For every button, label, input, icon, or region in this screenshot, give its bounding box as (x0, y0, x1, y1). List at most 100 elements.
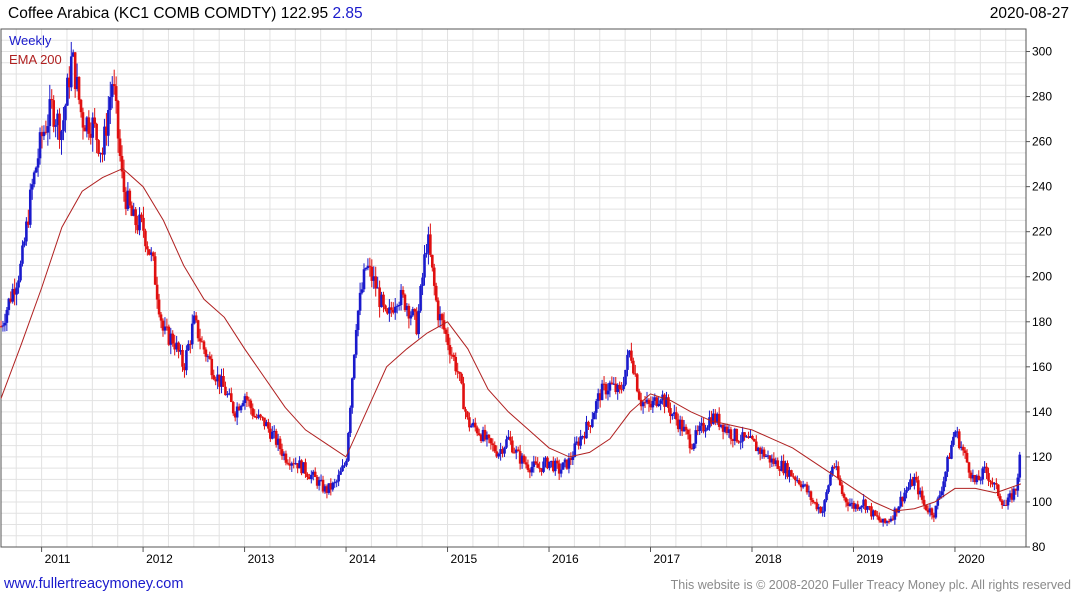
candle-body (466, 411, 469, 418)
candle-body (805, 484, 809, 493)
candle-body (204, 349, 208, 357)
candle-body (0, 326, 3, 328)
candle-body (821, 511, 824, 513)
candle-body (7, 298, 11, 310)
candle-body (764, 456, 768, 458)
candle-body (632, 360, 635, 374)
candle-body (261, 416, 264, 418)
candle-body (241, 403, 245, 406)
candle-body (756, 447, 760, 452)
candle-body (807, 491, 811, 493)
candle-body (503, 447, 506, 454)
candle-body (963, 450, 967, 454)
candle-body (382, 294, 385, 306)
candle-body (628, 350, 631, 355)
candle-body (985, 466, 988, 474)
candle-body (594, 401, 598, 413)
candle-body (610, 382, 614, 384)
candle-body (924, 505, 928, 511)
candle-body (715, 413, 719, 423)
candle-body (391, 309, 395, 313)
candle-body (1004, 504, 1008, 506)
candle-body (350, 378, 354, 408)
candle-body (630, 350, 633, 361)
candle-body (196, 320, 200, 339)
candle-body (971, 475, 975, 479)
candle-body (915, 476, 918, 481)
candle-body (313, 471, 317, 478)
candle-body (587, 421, 590, 426)
candle-body (909, 479, 912, 488)
y-tick-label: 80 (1032, 540, 1046, 554)
candle-body (618, 384, 621, 390)
candle-body (107, 110, 110, 136)
candle-body (11, 288, 15, 302)
candle-body (333, 482, 337, 484)
candle-body (540, 468, 543, 472)
grid (1, 28, 1026, 548)
candle-body (315, 477, 319, 486)
candle-body (34, 167, 38, 173)
candle-body (60, 131, 63, 140)
candle-body (54, 125, 57, 127)
candle-body (69, 56, 73, 88)
candle-body (190, 323, 194, 345)
candle-body (952, 436, 955, 445)
candle-body (840, 485, 844, 494)
candle-body (116, 100, 120, 139)
candle-body (58, 113, 61, 140)
candle-body (608, 382, 612, 391)
candle-body (846, 502, 850, 506)
candle-body (913, 476, 916, 486)
candle-body (528, 469, 532, 473)
candle-body (310, 474, 313, 480)
footer-site-link[interactable]: www.fullertreacymoney.com (4, 576, 184, 592)
candle-body (52, 100, 55, 127)
candle-body (319, 479, 323, 481)
candle-body (577, 441, 580, 446)
candle-body (965, 453, 969, 463)
candle-body (220, 376, 223, 387)
candle-body (987, 473, 990, 481)
ema-line (0, 168, 1022, 512)
candle-body (149, 252, 153, 255)
candle-body (758, 447, 762, 454)
candle-body (659, 400, 662, 404)
candle-body (352, 354, 356, 379)
candle-body (294, 463, 297, 465)
candle-body (532, 461, 536, 467)
candle-body (288, 463, 292, 466)
candle-body (108, 97, 112, 111)
candle-body (183, 366, 186, 371)
candle-body (286, 462, 290, 464)
candle-body (979, 479, 983, 481)
candle-body (544, 457, 547, 462)
legend-weekly: Weekly (9, 33, 52, 48)
plot-area-frame (0, 28, 1027, 548)
candle-body (386, 309, 389, 314)
candle-body (696, 430, 700, 432)
candle-body (639, 399, 643, 407)
candle-body (817, 506, 821, 510)
candle-body (731, 439, 735, 442)
candle-body (991, 482, 994, 485)
y-tick-label: 280 (1032, 90, 1052, 104)
candle-body (93, 117, 96, 124)
candle-body (341, 465, 344, 472)
candle-body (456, 371, 459, 373)
candle-body (956, 431, 959, 433)
candle-body (782, 460, 785, 474)
candle-body (702, 422, 705, 432)
candle-body (290, 463, 294, 466)
candle-body (460, 373, 463, 384)
candle-body (434, 285, 438, 301)
candle-body (743, 432, 746, 438)
candle-body (801, 484, 805, 488)
candle-body (173, 343, 176, 350)
candle-body (829, 474, 832, 486)
candle-body (942, 481, 945, 492)
candle-body (124, 192, 128, 209)
candle-body (788, 470, 791, 477)
candle-body (358, 292, 362, 311)
candle-body (948, 456, 951, 459)
